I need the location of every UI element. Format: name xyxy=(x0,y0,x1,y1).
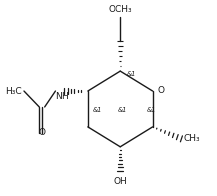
Text: &1: &1 xyxy=(92,107,102,113)
Text: O: O xyxy=(157,85,164,94)
Text: &1: &1 xyxy=(118,107,127,113)
Text: OCH₃: OCH₃ xyxy=(108,5,132,14)
Text: OH: OH xyxy=(113,177,127,186)
Text: &1: &1 xyxy=(127,71,136,77)
Text: CH₃: CH₃ xyxy=(184,134,200,143)
Text: H₃C: H₃C xyxy=(5,86,21,95)
Text: N: N xyxy=(55,92,62,101)
Text: &1: &1 xyxy=(146,107,156,113)
Text: O: O xyxy=(39,128,46,137)
Text: H: H xyxy=(61,92,68,101)
